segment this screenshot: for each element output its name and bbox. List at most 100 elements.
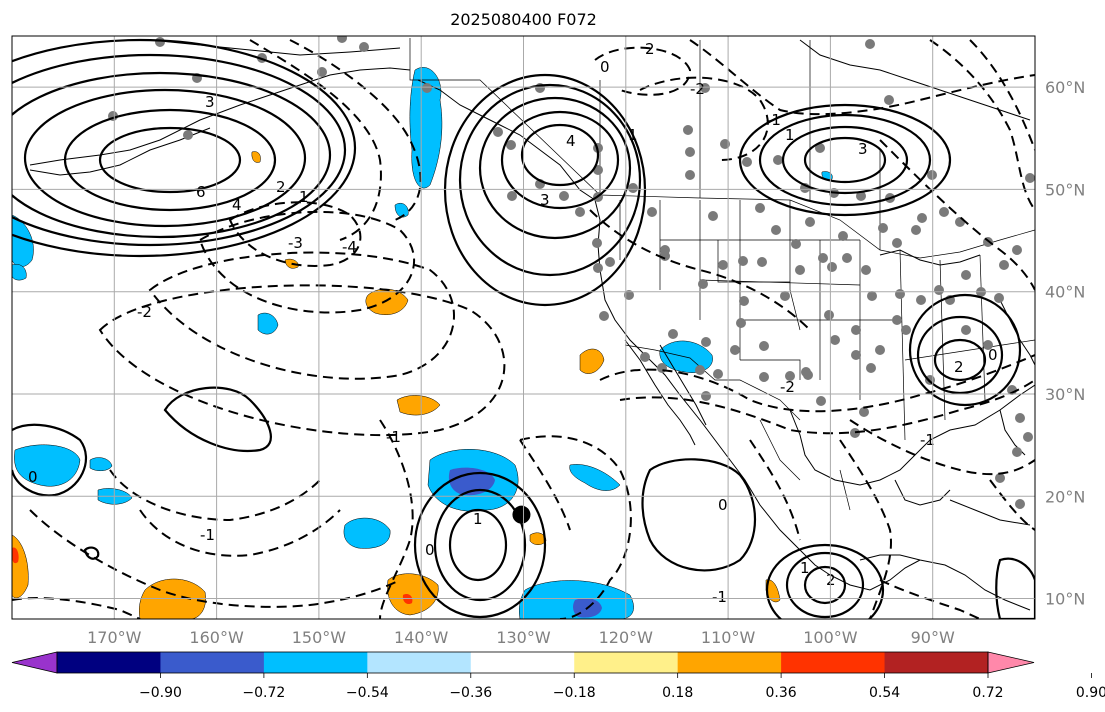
border-state-10	[899, 249, 906, 441]
observation-dot	[851, 350, 861, 360]
observation-dot	[708, 211, 718, 221]
observation-dot	[736, 318, 746, 328]
lat-label: 30°N	[1045, 385, 1085, 404]
colorbar-segment	[160, 652, 265, 673]
contour-neg-16	[519, 435, 632, 619]
observation-dot	[815, 143, 825, 153]
observation-dot	[668, 329, 678, 339]
contour-label: -1	[712, 588, 727, 606]
observation-dot	[859, 407, 869, 417]
observation-dot	[685, 170, 695, 180]
colorbar-extend-min	[11, 651, 58, 674]
observation-dot	[640, 352, 650, 362]
contour-neg-1	[228, 201, 362, 267]
observation-dot	[861, 265, 871, 275]
coast-great-lakes	[879, 249, 981, 266]
observation-dot	[901, 325, 911, 335]
contour-label: -2	[137, 303, 152, 321]
observation-dot	[317, 67, 327, 77]
map-title: 2025080400 F072	[450, 10, 597, 29]
contour-label: 6	[196, 183, 206, 201]
observation-dot	[506, 140, 516, 150]
contour-neg-3	[148, 251, 455, 380]
map-frame	[11, 35, 1036, 620]
shade-patch-royal-1	[448, 467, 495, 496]
contour-neg-23	[879, 579, 981, 619]
observation-dot	[592, 238, 602, 248]
contour-neg-11	[969, 39, 1035, 151]
contour-high-ne-4	[738, 103, 952, 217]
border-mexico-1	[759, 419, 801, 481]
observation-dot	[995, 473, 1005, 483]
contour-high-nw-2	[500, 110, 620, 210]
contour-high-west-5	[12, 53, 347, 247]
shade-patch-sky-10	[89, 457, 113, 471]
contour-label: 0	[600, 58, 610, 76]
border-canada-us	[409, 38, 1035, 259]
contour-label: 2	[645, 40, 655, 58]
observation-dot	[183, 130, 193, 140]
contour-neg-27	[519, 439, 571, 531]
latitude-labels: 60°N 50°N 40°N 30°N 20°N 10°N	[1045, 78, 1085, 608]
lon-label: 110°W	[701, 628, 756, 647]
contour-high-nw-4	[458, 83, 642, 277]
observation-dot	[911, 225, 921, 235]
colorbar-label: −0.18	[553, 685, 596, 701]
observation-dot	[785, 371, 795, 381]
observation-dot	[755, 203, 765, 213]
contour-high-nw-5	[443, 73, 647, 307]
observation-dot	[818, 253, 828, 263]
colorbar-segment	[57, 652, 161, 673]
contour-label: -2	[690, 80, 705, 98]
shade-patch-red-1	[12, 547, 19, 564]
contour-label: 0	[28, 468, 38, 486]
contour-label: 1	[628, 126, 638, 144]
observation-dot	[884, 95, 894, 105]
contour-high-west-3	[23, 88, 307, 228]
observation-dot	[795, 265, 805, 275]
contour-high-ne-3	[758, 113, 932, 207]
observation-dot	[624, 290, 634, 300]
observation-dot	[695, 365, 705, 375]
observation-dot	[866, 363, 876, 373]
contour-high-ne-1	[803, 136, 887, 184]
observation-dot	[593, 263, 603, 273]
border-state-15	[740, 359, 801, 380]
observation-dot	[878, 223, 888, 233]
border-state-14	[717, 240, 790, 283]
contour-label: 3	[858, 140, 868, 158]
contour-neg-25	[879, 139, 1035, 291]
contour-zero-4	[83, 546, 100, 560]
observation-dot	[599, 311, 609, 321]
colorbar-segment	[470, 652, 575, 673]
colorbar-label: 0.90	[1076, 685, 1105, 701]
contour-low-south-3	[765, 543, 885, 619]
coast-caribbean	[949, 499, 1031, 526]
contour-label: 2	[276, 178, 286, 196]
observation-dot	[867, 291, 877, 301]
contour-neg-26	[589, 209, 811, 331]
observation-dot	[713, 369, 723, 379]
observation-dot	[1015, 413, 1025, 423]
colorbar-label: 0.36	[766, 685, 797, 701]
observation-dot	[816, 396, 826, 406]
lon-label: 90°W	[911, 628, 955, 647]
shade-patch-orange-2	[396, 395, 441, 416]
observation-dot	[720, 139, 730, 149]
contour-neg-18	[139, 509, 341, 557]
lon-label: 100°W	[803, 628, 858, 647]
shade-patch-sky-5	[343, 517, 391, 549]
observation-dot	[916, 295, 926, 305]
border-state-4	[789, 200, 801, 331]
contours-solid	[12, 38, 1035, 619]
contour-zero-1	[163, 386, 272, 452]
shade-patch-orange-3	[579, 348, 605, 374]
contours-dashed	[12, 39, 1035, 619]
lon-label: 160°W	[189, 628, 244, 647]
observation-dot	[422, 83, 432, 93]
shade-patch-sky-3	[14, 444, 81, 487]
colorbar-label: 0.72	[972, 685, 1003, 701]
observation-dot	[1023, 432, 1033, 442]
observation-dot	[838, 231, 848, 241]
